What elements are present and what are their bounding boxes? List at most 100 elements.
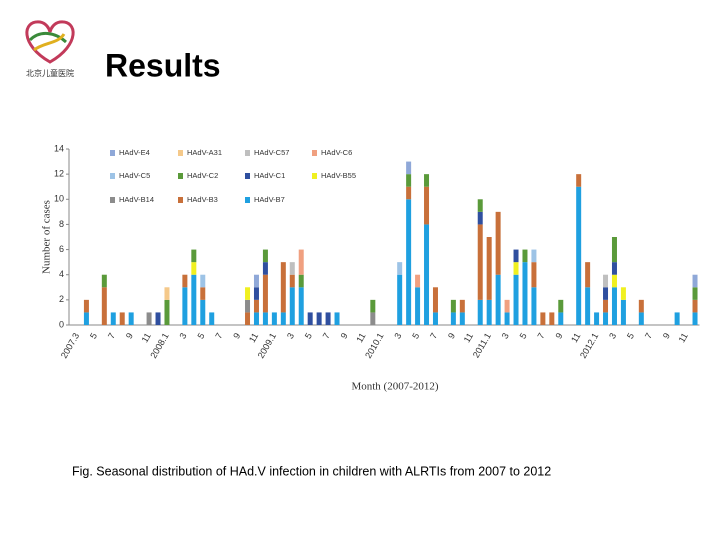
x-tick-label: 7 — [643, 331, 654, 340]
legend-swatch — [245, 173, 250, 179]
bar-segment — [594, 312, 600, 325]
x-tick-label: 3 — [500, 331, 511, 340]
bar-segment — [549, 312, 555, 325]
legend-label: HAdV-C57 — [254, 148, 289, 157]
x-tick-label: 3 — [607, 331, 618, 340]
bar-segment — [477, 211, 483, 225]
y-tick-label: 12 — [54, 169, 64, 179]
bar-segment — [432, 312, 438, 325]
bar-segment — [289, 287, 295, 325]
bar-segment — [128, 312, 134, 325]
x-tick-label: 11 — [140, 331, 153, 344]
bar-segment — [280, 312, 286, 325]
bar-segment — [245, 299, 251, 313]
x-tick-label: 5 — [410, 331, 421, 340]
y-tick-label: 4 — [59, 269, 64, 279]
x-tick-label: 5 — [88, 331, 99, 340]
x-tick-label: 7 — [321, 331, 332, 340]
y-tick-label: 8 — [59, 219, 64, 229]
bar-segment — [200, 274, 206, 288]
bar-segment — [191, 249, 197, 263]
bar-segment — [298, 274, 304, 288]
bar-segment — [397, 262, 403, 275]
bar-segment — [504, 312, 510, 325]
bar-segment — [531, 249, 537, 263]
x-tick-label: 7 — [535, 331, 546, 340]
legend-label: HAdV-B55 — [321, 171, 356, 180]
bar-segment — [182, 274, 188, 288]
bar-segment — [397, 274, 403, 325]
bar-segment — [406, 186, 412, 200]
bar-segment — [262, 274, 268, 313]
bar-segment — [289, 274, 295, 288]
bar-segment — [325, 312, 331, 325]
bar-segment — [611, 274, 617, 288]
bar-segment — [620, 287, 626, 300]
x-tick-label: 7 — [428, 331, 439, 340]
bar-segment — [298, 249, 304, 275]
logo-stroke — [33, 33, 66, 52]
bar-segment — [253, 274, 259, 288]
bar-segment — [638, 299, 644, 313]
bar-segment — [253, 312, 259, 325]
bar-segment — [83, 312, 89, 325]
bar-segment — [191, 262, 197, 275]
bar-segment — [603, 312, 609, 325]
bar-segment — [406, 161, 412, 175]
logo: 北京儿童医院 — [25, 20, 75, 78]
bar-segment — [513, 262, 519, 275]
y-axis-title: Number of cases — [41, 200, 53, 274]
bar-segment — [531, 287, 537, 325]
bar-segment — [504, 299, 510, 313]
bar-segment — [692, 299, 698, 313]
x-tick-label: 5 — [303, 331, 314, 340]
bar-segment — [585, 262, 591, 288]
bar-segment — [406, 174, 412, 187]
x-tick-label: 5 — [518, 331, 529, 340]
bar-segment — [477, 299, 483, 325]
bar-segment — [424, 174, 430, 187]
bar-segment — [674, 312, 680, 325]
bar-segment — [576, 174, 582, 187]
bar-segment — [406, 199, 412, 325]
bar-segment — [558, 312, 564, 325]
bar-segment — [603, 299, 609, 313]
bar-segment — [262, 312, 268, 325]
bar-segment — [164, 299, 170, 325]
bar-segment — [495, 274, 501, 325]
bar-segment — [119, 312, 125, 325]
legend-label: HAdV-A31 — [187, 148, 222, 157]
legend-swatch — [245, 150, 250, 156]
bar-segment — [513, 274, 519, 325]
legend-swatch — [312, 173, 317, 179]
bar-segment — [182, 287, 188, 325]
x-tick-label: 3 — [392, 331, 403, 340]
legend-swatch — [178, 197, 183, 203]
bar-segment — [692, 274, 698, 288]
x-tick-label: 11 — [462, 331, 475, 344]
x-tick-label: 7 — [213, 331, 224, 340]
bar-segment — [245, 312, 251, 325]
x-tick-label: 2010.1 — [363, 331, 385, 360]
x-tick-label: 9 — [553, 331, 564, 340]
bar-segment — [459, 299, 465, 313]
bar-segment — [298, 287, 304, 325]
x-axis-title: Month (2007-2012) — [351, 381, 438, 393]
bar-segment — [495, 211, 501, 275]
y-tick-label: 2 — [59, 294, 64, 304]
y-tick-label: 0 — [59, 319, 64, 329]
bar-segment — [200, 299, 206, 325]
legend-label: HAdV-E4 — [119, 148, 150, 157]
bar-segment — [424, 186, 430, 225]
bar-segment — [620, 299, 626, 325]
bar-segment — [558, 299, 564, 313]
bar-segment — [280, 262, 286, 313]
x-tick-label: 11 — [247, 331, 260, 344]
bar-segment — [370, 312, 376, 325]
bar-segment — [540, 312, 546, 325]
bar-segment — [271, 312, 277, 325]
legend-label: HAdV-B3 — [187, 195, 218, 204]
bar-segment — [101, 274, 107, 288]
x-tick-label: 9 — [231, 331, 242, 340]
legend-label: HAdV-C5 — [119, 171, 150, 180]
